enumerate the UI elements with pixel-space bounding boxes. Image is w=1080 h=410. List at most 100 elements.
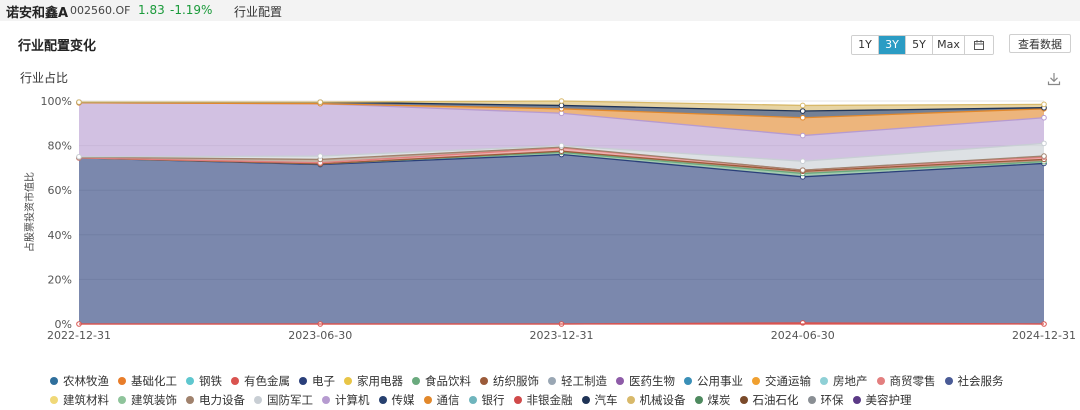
legend-label: 汽车 <box>594 393 618 407</box>
legend-item[interactable]: 公用事业 <box>684 372 743 391</box>
calendar-button[interactable] <box>965 36 993 54</box>
legend-item[interactable]: 石油石化 <box>739 391 799 410</box>
legend-item[interactable]: 环保 <box>807 391 844 410</box>
range-5y-button[interactable]: 5Y <box>906 36 933 54</box>
legend-item[interactable]: 基础化工 <box>118 372 177 391</box>
legend-dot-icon <box>423 396 432 404</box>
legend-label: 交通运输 <box>765 374 811 388</box>
legend-dot-icon <box>50 377 58 385</box>
x-tick-label: 2024-12-31 <box>1012 329 1076 342</box>
legend-dot-icon <box>186 396 194 404</box>
legend-item[interactable]: 通信 <box>423 391 460 410</box>
legend-dot-icon <box>876 377 885 385</box>
x-tick-label: 2022-12-31 <box>47 329 111 342</box>
legend-dot-icon <box>468 396 477 404</box>
legend-item[interactable]: 煤炭 <box>694 391 731 410</box>
legend-label: 商贸零售 <box>889 374 936 388</box>
legend-label: 基础化工 <box>131 374 177 388</box>
stacked-area-chart: 0% 20% 40% 60% 80% 100% 占股票投资市值比 2022-12-31 2023… <box>23 95 1076 342</box>
legend-label: 煤炭 <box>707 393 731 407</box>
legend-dot-icon <box>299 377 307 385</box>
range-max-button[interactable]: Max <box>933 36 965 54</box>
legend-item[interactable]: 建筑材料 <box>50 391 109 410</box>
y-tick-label: 0% <box>55 318 72 331</box>
range-3y-button[interactable]: 3Y <box>879 36 906 54</box>
legend-item[interactable]: 机械设备 <box>626 391 686 410</box>
legend-label: 公用事业 <box>697 374 743 388</box>
legend-item[interactable]: 有色金属 <box>231 372 290 391</box>
legend-item[interactable]: 房地产 <box>820 372 868 391</box>
point-机械设备 <box>317 99 324 105</box>
legend-label: 环保 <box>820 393 844 407</box>
legend-item[interactable]: 传媒 <box>378 391 415 410</box>
legend-item[interactable]: 社会服务 <box>944 372 1004 391</box>
point-汽车 <box>558 102 565 109</box>
legend-dot-icon <box>513 396 522 404</box>
legend-item[interactable]: 建筑装饰 <box>118 391 177 410</box>
legend-item[interactable]: 美容护理 <box>852 391 912 410</box>
legend-label: 建筑材料 <box>63 393 109 407</box>
legend-item[interactable]: 电力设备 <box>186 391 245 410</box>
legend-item[interactable]: 纺织服饰 <box>480 372 539 391</box>
legend-item[interactable]: 银行 <box>468 391 505 410</box>
legend-label: 有色金属 <box>244 374 290 388</box>
legend-item[interactable]: 交通运输 <box>752 372 811 391</box>
legend-item[interactable]: 电子 <box>299 372 335 391</box>
legend-dot-icon <box>581 396 590 404</box>
legend-dot-icon <box>739 396 748 404</box>
legend-label: 石油石化 <box>752 393 799 407</box>
legend-label: 电力设备 <box>199 393 245 407</box>
legend-dot-icon <box>480 377 488 385</box>
point-国防军工 <box>558 142 565 149</box>
calendar-icon <box>974 40 984 50</box>
fund-price: 1.83 <box>138 3 165 17</box>
legend-dot-icon <box>344 377 352 385</box>
point-汽车 <box>799 108 806 114</box>
legend-item[interactable]: 汽车 <box>581 391 618 410</box>
legend-item[interactable]: 计算机 <box>322 391 370 410</box>
panel-title: 行业配置变化 <box>18 39 97 54</box>
legend-label: 银行 <box>481 393 505 407</box>
legend-label: 计算机 <box>335 393 370 407</box>
download-icon[interactable] <box>1047 72 1061 86</box>
point-电力设备 <box>799 167 806 173</box>
legend-dot-icon <box>254 396 262 404</box>
view-data-button[interactable]: 查看数据 <box>1009 34 1071 53</box>
legend-item[interactable]: 轻工制造 <box>548 372 607 391</box>
legend-label: 房地产 <box>833 374 868 388</box>
legend-item[interactable]: 农林牧渔 <box>50 372 109 391</box>
point-通信 <box>799 114 806 121</box>
legend-dot-icon <box>118 377 126 385</box>
legend-item[interactable]: 食品饮料 <box>412 372 471 391</box>
legend-label: 医药生物 <box>629 374 675 388</box>
x-tick-label: 2023-12-31 <box>530 329 594 342</box>
legend-item[interactable]: 非银金融 <box>513 391 573 410</box>
legend-item[interactable]: 家用电器 <box>344 372 403 391</box>
y-tick-label: 40% <box>48 229 72 242</box>
legend-item[interactable]: 商贸零售 <box>876 372 936 391</box>
point-计算机 <box>799 132 806 139</box>
y-tick-label: 20% <box>48 273 72 286</box>
section-crumb[interactable]: 行业配置 <box>234 5 283 19</box>
legend-dot-icon <box>50 396 58 404</box>
chart-legend: 农林牧渔 基础化工 钢铁 有色金属 电子 家用电器 食品饮料 纺织服饰 轻工制造 医药生物 公用事业… <box>50 372 1080 410</box>
y-tick-label: 80% <box>48 140 72 153</box>
legend-label: 社会服务 <box>957 374 1004 388</box>
point-电力设备 <box>1041 153 1047 159</box>
range-1y-button[interactable]: 1Y <box>852 36 879 54</box>
legend-label: 家用电器 <box>357 374 403 388</box>
legend-label: 电子 <box>312 374 335 388</box>
legend-label: 非银金融 <box>526 393 573 407</box>
y-axis-label: 占股票投资市值比 <box>23 172 36 252</box>
legend-item[interactable]: 国防军工 <box>254 391 313 410</box>
legend-label: 建筑装饰 <box>131 393 177 407</box>
legend-label: 纺织服饰 <box>493 374 539 388</box>
legend-dot-icon <box>322 396 330 404</box>
area-计算机 <box>79 102 1044 162</box>
x-tick-label: 2023-06-30 <box>288 329 352 342</box>
legend-dot-icon <box>186 377 194 385</box>
legend-item[interactable]: 钢铁 <box>186 372 222 391</box>
legend-item[interactable]: 医药生物 <box>616 372 675 391</box>
legend-dot-icon <box>820 377 828 385</box>
legend-dot-icon <box>944 377 953 385</box>
